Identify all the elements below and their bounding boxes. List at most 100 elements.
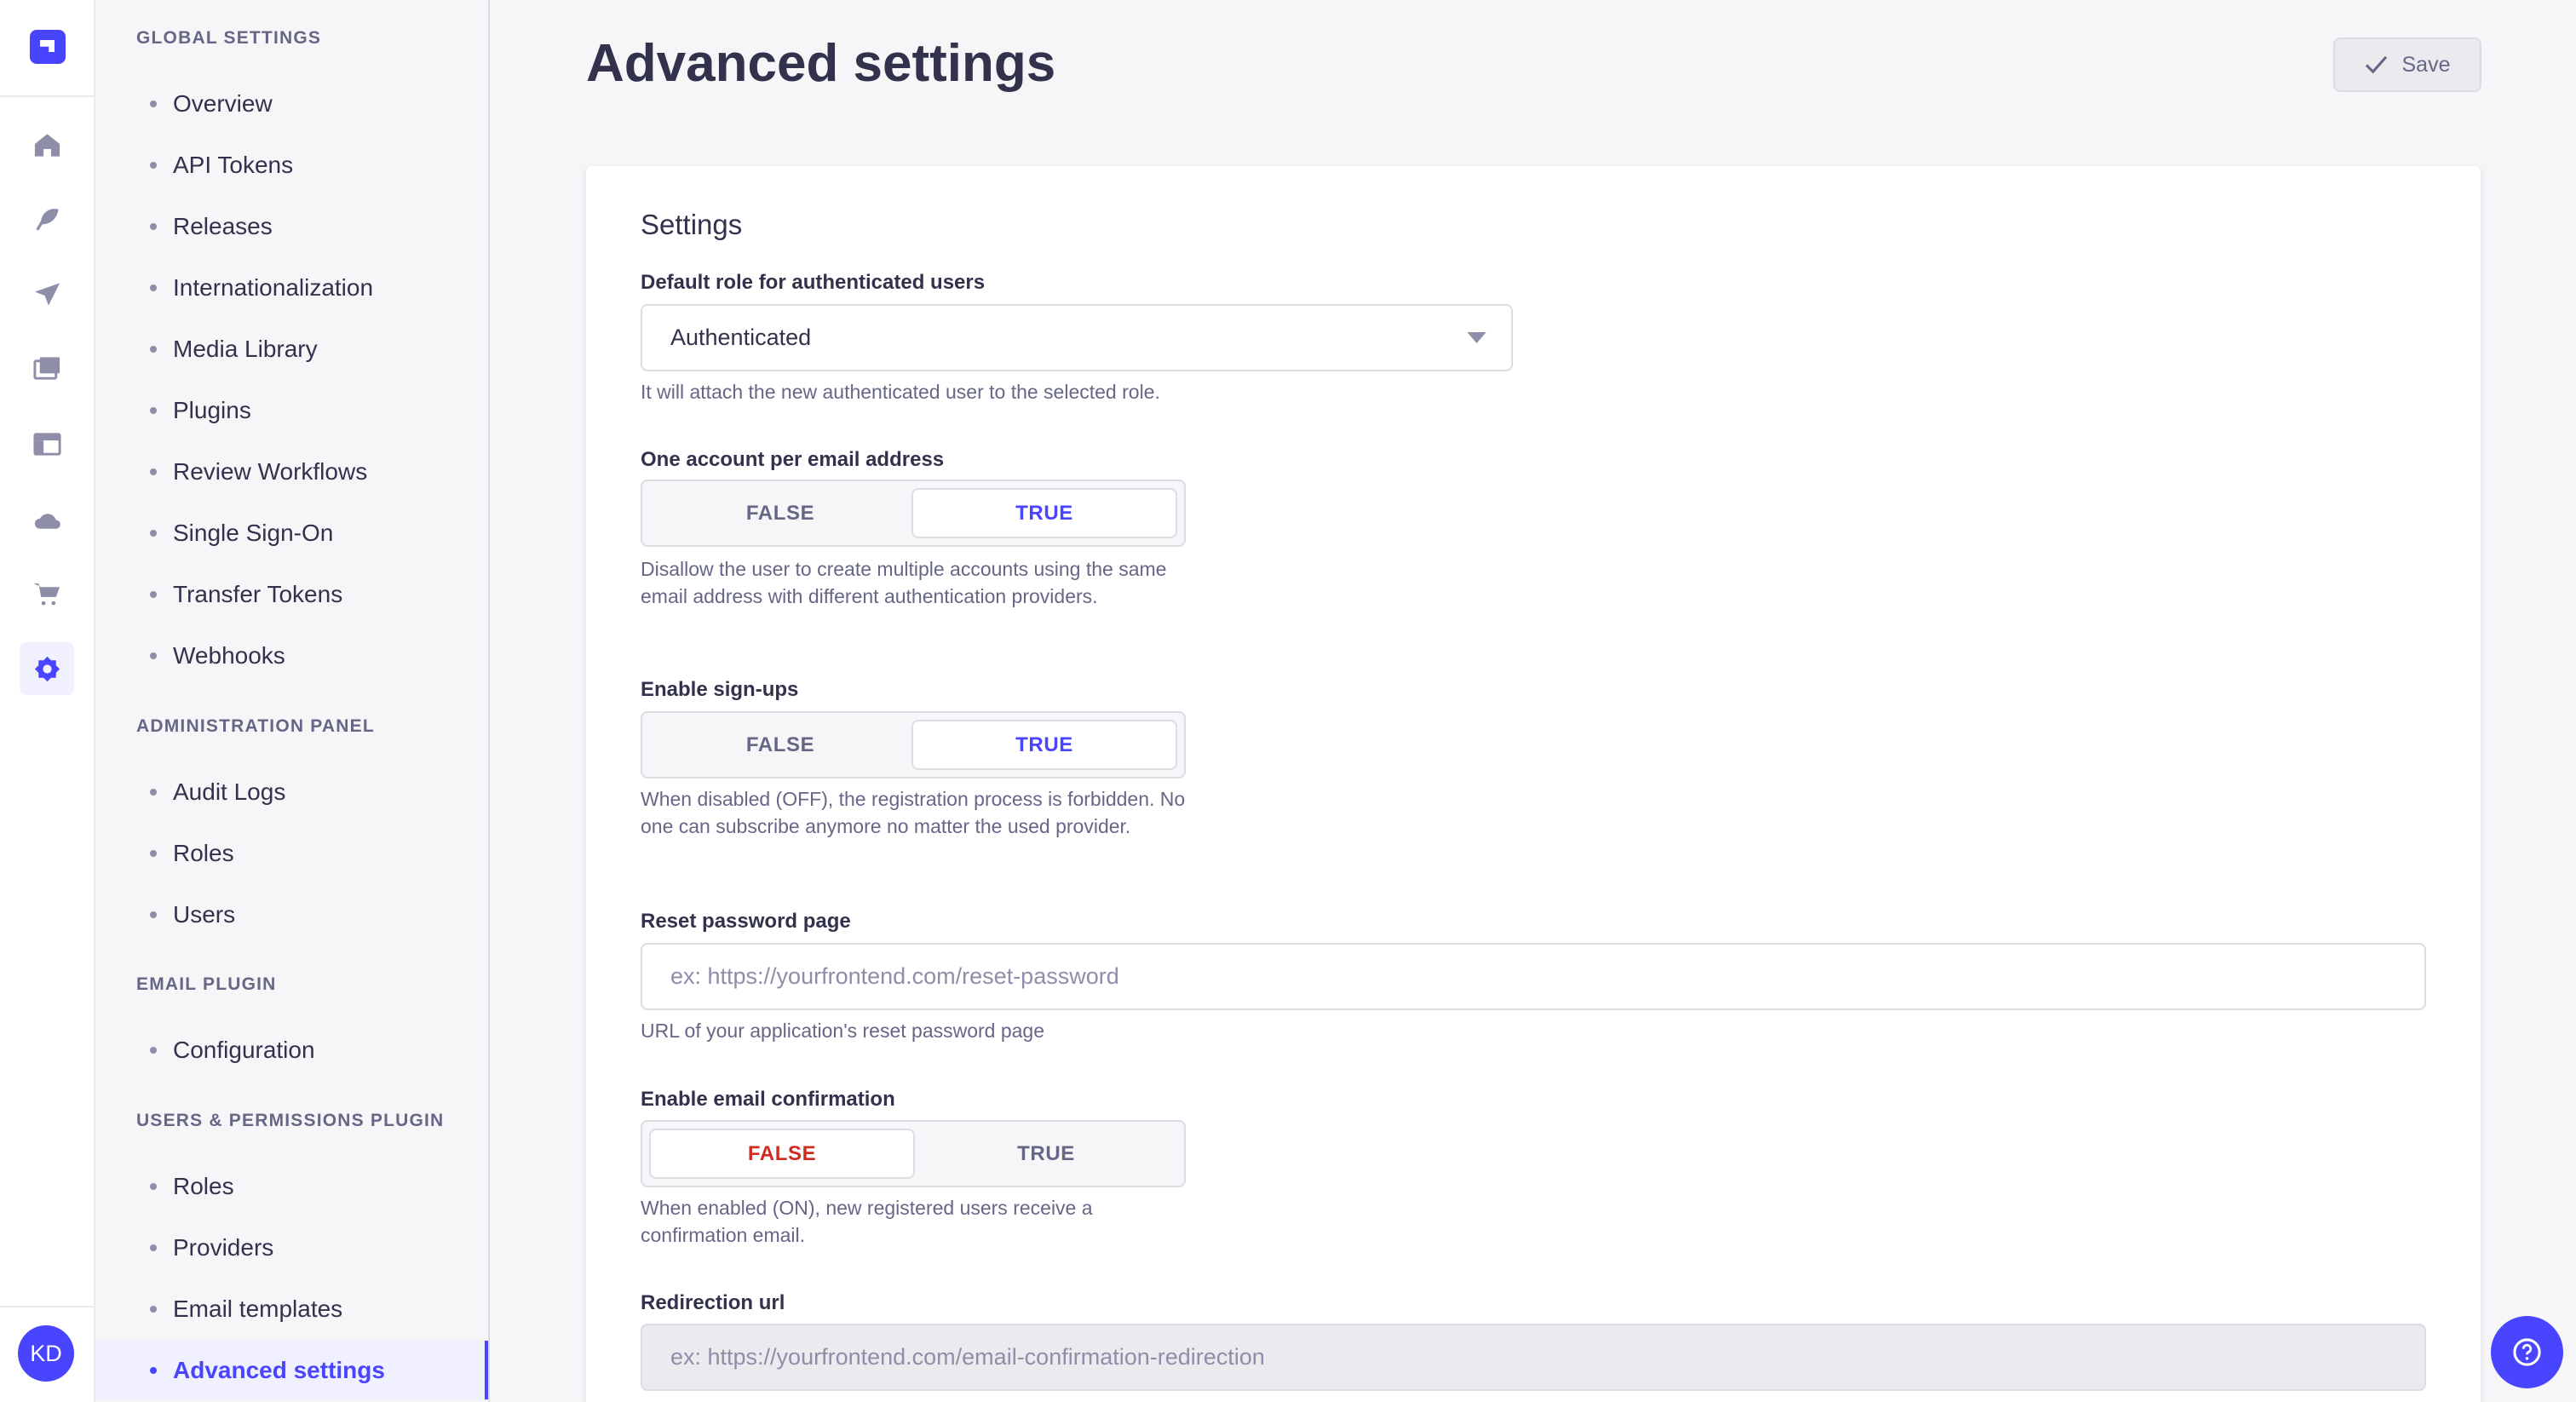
email-confirmation-label: Enable email confirmation [641, 1088, 895, 1111]
subnav-section-title: Users & Permissions Plugin [136, 1111, 445, 1130]
subnav-item-advanced-settings[interactable]: Advanced settings [95, 1341, 488, 1399]
email-confirmation-hint: When enabled (ON), new registered users … [641, 1197, 1093, 1246]
subnav-item-providers[interactable]: Providers [95, 1218, 488, 1277]
signups-label: Enable sign-ups [641, 678, 799, 701]
subnav-item-label: API Tokens [173, 151, 294, 178]
bullet [150, 1366, 157, 1374]
divider [0, 1306, 94, 1307]
bullet [150, 849, 157, 857]
signups-hint: When disabled (OFF), the registration pr… [641, 788, 1186, 837]
home-icon [34, 133, 60, 157]
subnav-item-email-templates[interactable]: Email templates [95, 1279, 488, 1338]
subnav-item-configuration[interactable]: Configuration [95, 1020, 488, 1079]
subnav-item-api-tokens[interactable]: API Tokens [95, 135, 488, 194]
bullet [150, 911, 157, 918]
subnav-item-media-library[interactable]: Media Library [95, 319, 488, 378]
default-role-label: Default role for authenticated users [641, 271, 986, 294]
bullet [150, 222, 157, 230]
bullet [150, 1182, 157, 1190]
subnav-item-label: Media Library [173, 335, 318, 362]
bullet [150, 1046, 157, 1054]
save-button[interactable]: Save [2333, 37, 2481, 92]
subnav-item-releases[interactable]: Releases [95, 197, 488, 256]
subnav-item-plugins[interactable]: Plugins [95, 381, 488, 440]
subnav-item-overview[interactable]: Overview [95, 74, 488, 133]
reset-password-label: Reset password page [641, 910, 851, 933]
subnav-item-single-sign-on[interactable]: Single Sign-On [95, 503, 488, 562]
settings-card [586, 166, 2481, 1402]
avatar[interactable]: KD [18, 1325, 74, 1382]
email-confirmation-toggle[interactable]: FALSE TRUE [641, 1120, 1186, 1187]
bullet [150, 590, 157, 598]
subnav-item-roles[interactable]: Roles [95, 1157, 488, 1215]
nav-media-library[interactable] [20, 342, 74, 394]
subnav-section-title: Global Settings [136, 28, 322, 48]
unique-email-hint: Disallow the user to create multiple acc… [641, 558, 1167, 607]
save-label: Save [2401, 52, 2451, 77]
subnav-item-label: Email templates [173, 1295, 343, 1322]
bullet [150, 161, 157, 169]
subnav-item-label: Configuration [173, 1036, 315, 1063]
default-role-hint: It will attach the new authenticated use… [641, 381, 1160, 403]
subnav-item-label: Plugins [173, 396, 251, 423]
subnav-section-title: Email Plugin [136, 974, 277, 994]
nav-marketplace[interactable] [20, 566, 74, 619]
feather-icon [35, 208, 59, 231]
subnav-item-label: Internationalization [173, 273, 374, 301]
toggle-false[interactable]: FALSE [745, 501, 815, 525]
toggle-false[interactable]: FALSE [745, 733, 815, 756]
subnav-item-label: Webhooks [173, 641, 285, 669]
bullet [150, 468, 157, 475]
subnav-item-audit-logs[interactable]: Audit Logs [95, 762, 488, 821]
redirection-label: Redirection url [641, 1291, 785, 1314]
subnav-item-label: Roles [173, 839, 234, 866]
reset-password-input[interactable]: ex: https://yourfrontend.com/reset-passw… [641, 943, 2426, 1010]
nav-content-type-builder[interactable] [20, 417, 74, 470]
cart-icon [32, 583, 60, 605]
default-role-value: Authenticated [670, 325, 812, 350]
subnav-item-transfer-tokens[interactable]: Transfer Tokens [95, 565, 488, 623]
unique-email-toggle[interactable]: FALSE TRUE [641, 480, 1186, 547]
nav-content-manager[interactable] [20, 192, 74, 245]
bullet [150, 284, 157, 291]
subnav-item-label: Providers [173, 1233, 274, 1261]
subnav-item-label: Single Sign-On [173, 519, 334, 546]
toggle-true[interactable]: TRUE [911, 488, 1177, 538]
subnav-item-label: Roles [173, 1172, 234, 1199]
help-button[interactable] [2491, 1316, 2563, 1388]
toggle-true[interactable]: TRUE [911, 720, 1177, 770]
media-icon [32, 356, 60, 380]
subnav-item-review-workflows[interactable]: Review Workflows [95, 442, 488, 501]
subnav-item-label: Overview [173, 89, 273, 117]
nav-deploy[interactable] [20, 267, 74, 320]
subnav-item-internationalization[interactable]: Internationalization [95, 258, 488, 317]
subnav-item-users[interactable]: Users [95, 885, 488, 944]
divider [0, 95, 94, 97]
section-heading: Settings [641, 209, 743, 240]
signups-toggle[interactable]: FALSE TRUE [641, 711, 1186, 779]
toggle-false[interactable]: FALSE [649, 1129, 915, 1179]
subnav-section-title: Administration Panel [136, 716, 375, 736]
redirection-input[interactable]: ex: https://yourfrontend.com/email-confi… [641, 1324, 2426, 1391]
toggle-true[interactable]: TRUE [1017, 1141, 1075, 1165]
nav-settings[interactable] [20, 642, 74, 695]
chevron-down-icon [1467, 332, 1486, 343]
bullet [150, 1305, 157, 1313]
logo[interactable] [30, 30, 66, 64]
bullet [150, 100, 157, 107]
default-role-select[interactable]: Authenticated [641, 304, 1513, 371]
reset-password-placeholder: ex: https://yourfrontend.com/reset-passw… [670, 963, 1119, 989]
layout-icon [32, 432, 61, 456]
nav-cloud[interactable] [20, 493, 74, 546]
cloud-icon [34, 513, 60, 529]
reset-password-hint: URL of your application's reset password… [641, 1020, 1045, 1042]
gear-icon [34, 656, 60, 681]
nav-home[interactable] [20, 118, 74, 171]
subnav-item-roles[interactable]: Roles [95, 824, 488, 882]
page-title: Advanced settings [586, 34, 1056, 93]
subnav-item-label: Transfer Tokens [173, 580, 343, 607]
paper-plane-icon [34, 282, 60, 306]
subnav-item-label: Advanced settings [173, 1356, 385, 1383]
subnav-item-label: Review Workflows [173, 457, 368, 485]
subnav-item-webhooks[interactable]: Webhooks [95, 626, 488, 685]
